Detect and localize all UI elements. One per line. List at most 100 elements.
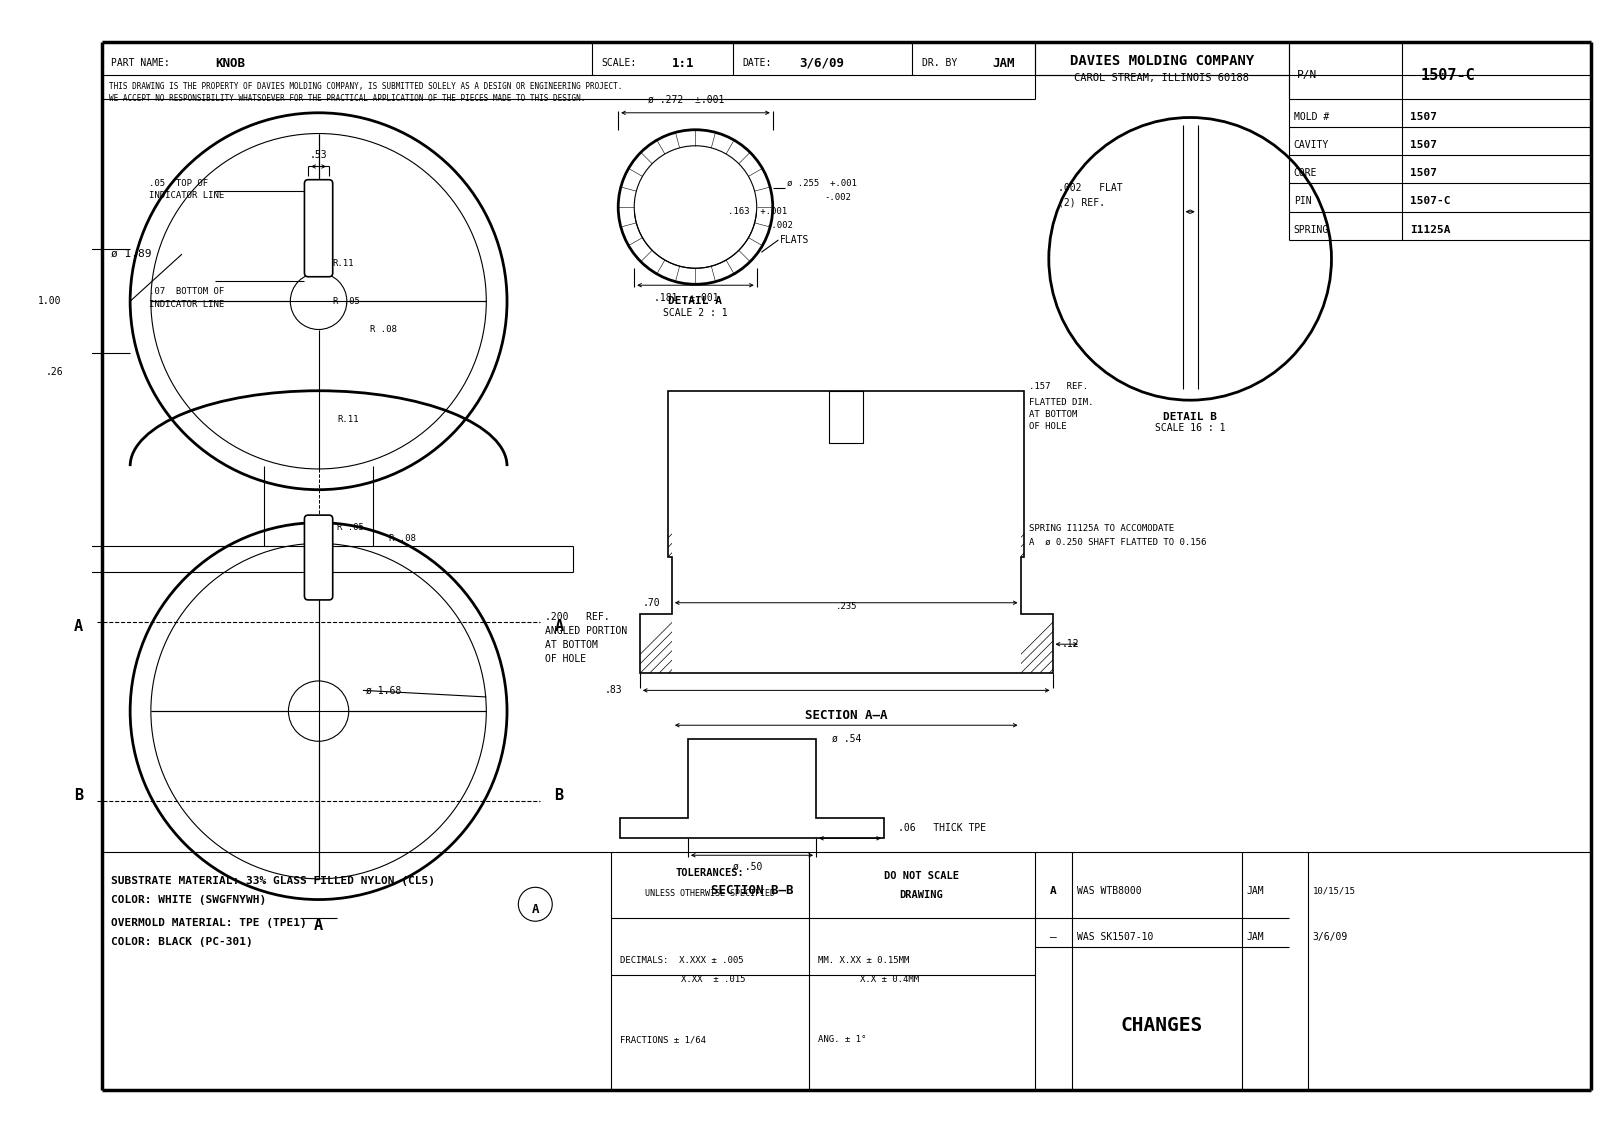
Text: .235: .235 — [835, 602, 858, 611]
Text: I1125A: I1125A — [1410, 224, 1450, 234]
Text: PIN: PIN — [1294, 196, 1312, 206]
Text: SECTION A–A: SECTION A–A — [805, 710, 888, 722]
Text: R.11: R.11 — [333, 259, 354, 268]
Text: -.002: -.002 — [766, 222, 794, 230]
Text: AT BOTTOM: AT BOTTOM — [1029, 410, 1077, 419]
Text: JAM: JAM — [992, 57, 1014, 70]
Text: ø .272  ±.001: ø .272 ±.001 — [648, 95, 725, 104]
Text: .157   REF.: .157 REF. — [1029, 381, 1088, 391]
Text: 1507-C: 1507-C — [1421, 68, 1475, 83]
Text: COLOR: BLACK (PC-301): COLOR: BLACK (PC-301) — [112, 937, 253, 947]
Text: SCALE 2 : 1: SCALE 2 : 1 — [662, 308, 728, 318]
Text: OF HOLE: OF HOLE — [1029, 422, 1067, 431]
Text: 3/6/09: 3/6/09 — [1312, 933, 1347, 942]
Text: INDICATOR LINE: INDICATOR LINE — [149, 191, 224, 200]
Text: ø 1.89: ø 1.89 — [112, 249, 152, 259]
Text: R .05: R .05 — [338, 523, 365, 532]
Text: 3/6/09: 3/6/09 — [798, 57, 845, 70]
Text: DRAWING: DRAWING — [899, 890, 944, 900]
Text: X.X ± 0.4MM: X.X ± 0.4MM — [861, 975, 920, 984]
Text: –: – — [1050, 933, 1058, 942]
Text: PART NAME:: PART NAME: — [112, 59, 170, 68]
Text: DR. BY: DR. BY — [922, 59, 957, 68]
Text: .163  +.001: .163 +.001 — [728, 207, 787, 216]
Text: THIS DRAWING IS THE PROPERTY OF DAVIES MOLDING COMPANY, IS SUBMITTED SOLELY AS A: THIS DRAWING IS THE PROPERTY OF DAVIES M… — [109, 82, 622, 91]
Text: 1.00: 1.00 — [38, 297, 62, 307]
Text: TOLERANCES:: TOLERANCES: — [675, 868, 744, 878]
Text: .06   THICK TPE: .06 THICK TPE — [898, 823, 986, 833]
Text: R .08: R .08 — [389, 534, 416, 543]
Text: .12: .12 — [1062, 640, 1080, 650]
Text: MM. X.XX ± 0.15MM: MM. X.XX ± 0.15MM — [818, 957, 909, 966]
Text: WAS SK1507-10: WAS SK1507-10 — [1077, 933, 1154, 942]
Text: B: B — [554, 788, 563, 804]
Text: CAROL STREAM, ILLINOIS 60188: CAROL STREAM, ILLINOIS 60188 — [1074, 72, 1250, 83]
Text: .07  BOTTOM OF: .07 BOTTOM OF — [149, 288, 224, 297]
Text: 10/15/15: 10/15/15 — [1312, 886, 1355, 895]
Text: ANG. ± 1°: ANG. ± 1° — [818, 1036, 866, 1045]
Text: AT BOTTOM: AT BOTTOM — [544, 641, 597, 650]
Text: DECIMALS:  X.XXX ± .005: DECIMALS: X.XXX ± .005 — [621, 957, 744, 966]
Text: JAM: JAM — [1246, 886, 1264, 897]
Text: A  ø 0.250 SHAFT FLATTED TO 0.156: A ø 0.250 SHAFT FLATTED TO 0.156 — [1029, 538, 1206, 547]
Text: .26: .26 — [46, 367, 64, 377]
Text: A: A — [1050, 886, 1058, 897]
Text: SPRING: SPRING — [1294, 224, 1330, 234]
Text: ø .50: ø .50 — [733, 861, 762, 872]
Text: CHANGES: CHANGES — [1120, 1017, 1203, 1036]
Text: 1507-C: 1507-C — [1410, 196, 1450, 206]
Text: .83: .83 — [605, 685, 622, 695]
Text: .53: .53 — [310, 151, 328, 161]
Text: INDICATOR LINE: INDICATOR LINE — [149, 300, 224, 309]
Text: A: A — [314, 918, 323, 934]
Text: FRACTIONS ± 1/64: FRACTIONS ± 1/64 — [621, 1036, 706, 1045]
Text: B: B — [74, 788, 83, 804]
Text: SUBSTRATE MATERIAL: 33% GLASS FILLED NYLON (CL5): SUBSTRATE MATERIAL: 33% GLASS FILLED NYL… — [112, 876, 435, 885]
Text: OVERMOLD MATERIAL: TPE (TPE1): OVERMOLD MATERIAL: TPE (TPE1) — [112, 918, 307, 928]
Polygon shape — [621, 739, 883, 839]
Text: .181  ±.001: .181 ±.001 — [654, 293, 718, 303]
Text: P/N: P/N — [1296, 70, 1317, 80]
Text: SCALE:: SCALE: — [602, 59, 637, 68]
Text: .200   REF.: .200 REF. — [544, 612, 610, 621]
Text: A: A — [74, 619, 83, 634]
Text: ø 1.68: ø 1.68 — [366, 685, 402, 695]
Bar — [829, 391, 862, 443]
Text: OF HOLE: OF HOLE — [544, 654, 586, 664]
Text: DO NOT SCALE: DO NOT SCALE — [885, 871, 958, 881]
Text: DETAIL A: DETAIL A — [669, 297, 723, 307]
Text: 1507: 1507 — [1410, 112, 1437, 121]
Text: CAVITY: CAVITY — [1294, 140, 1330, 149]
FancyBboxPatch shape — [304, 515, 333, 600]
Text: X.XX  ± .015: X.XX ± .015 — [682, 975, 746, 984]
Text: SECTION B–B: SECTION B–B — [710, 884, 794, 897]
Text: SPRING I1125A TO ACCOMODATE: SPRING I1125A TO ACCOMODATE — [1029, 524, 1174, 533]
Text: COLOR: WHITE (SWGFNYWH): COLOR: WHITE (SWGFNYWH) — [112, 894, 267, 904]
Text: FLATS: FLATS — [781, 235, 810, 245]
Text: CORE: CORE — [1294, 168, 1317, 178]
Text: 1507: 1507 — [1410, 168, 1437, 178]
Text: DATE:: DATE: — [742, 59, 771, 68]
Text: .70: .70 — [642, 598, 659, 608]
FancyBboxPatch shape — [304, 180, 333, 276]
Text: WE ACCEPT NO RESPONSIBILITY WHATSOEVER FOR THE PRACTICAL APPLICATION OF THE PIEC: WE ACCEPT NO RESPONSIBILITY WHATSOEVER F… — [109, 94, 586, 103]
Text: R .05: R .05 — [333, 297, 360, 306]
Text: SCALE 16 : 1: SCALE 16 : 1 — [1155, 423, 1226, 434]
Text: FLATTED DIM.: FLATTED DIM. — [1029, 397, 1093, 406]
Text: 1507: 1507 — [1410, 140, 1437, 149]
Text: UNLESS OTHERWISE SPECIFIED: UNLESS OTHERWISE SPECIFIED — [645, 890, 774, 899]
Text: ø .54: ø .54 — [832, 734, 861, 744]
Text: 1:1: 1:1 — [672, 57, 694, 70]
Text: ANGLED PORTION: ANGLED PORTION — [544, 626, 627, 636]
Text: A: A — [554, 619, 563, 634]
Text: R.11: R.11 — [338, 414, 358, 423]
Text: -.002: -.002 — [824, 194, 851, 203]
Circle shape — [518, 887, 552, 921]
Text: (2) REF.: (2) REF. — [1058, 197, 1106, 207]
Text: MOLD #: MOLD # — [1294, 112, 1330, 121]
Text: WAS WTB8000: WAS WTB8000 — [1077, 886, 1142, 897]
Text: DETAIL B: DETAIL B — [1163, 412, 1218, 422]
Text: R .08: R .08 — [371, 325, 397, 334]
Text: DAVIES MOLDING COMPANY: DAVIES MOLDING COMPANY — [1070, 54, 1254, 68]
Text: A: A — [531, 903, 539, 917]
